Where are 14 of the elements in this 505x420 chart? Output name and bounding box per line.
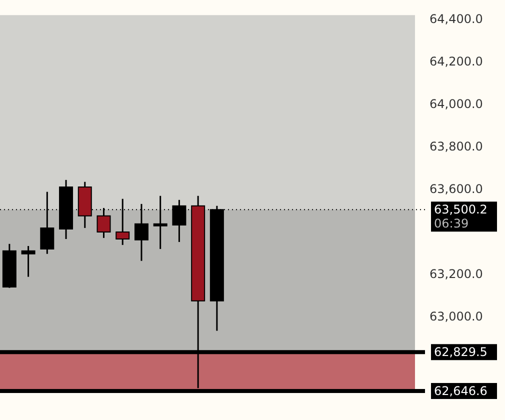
ref-line-label: 62,646.6 <box>434 384 488 398</box>
y-tick-label: 64,000.0 <box>430 96 483 111</box>
y-tick-label: 63,800.0 <box>430 139 483 154</box>
ref-line-label: 62,829.5 <box>434 345 488 360</box>
candlestick <box>21 245 36 278</box>
candlestick <box>153 195 168 250</box>
y-tick-label: 64,400.0 <box>430 12 483 26</box>
candlestick <box>172 199 186 243</box>
y-tick-label: 63,600.0 <box>430 182 483 196</box>
text: 06:39 <box>434 216 469 231</box>
y-tick-label: 64,200.0 <box>430 54 483 68</box>
y-tick-label: 63,200.0 <box>430 266 483 281</box>
y-tick-label: 63,000.0 <box>430 309 483 324</box>
ref-line-label: 63,500.2 <box>434 202 488 217</box>
